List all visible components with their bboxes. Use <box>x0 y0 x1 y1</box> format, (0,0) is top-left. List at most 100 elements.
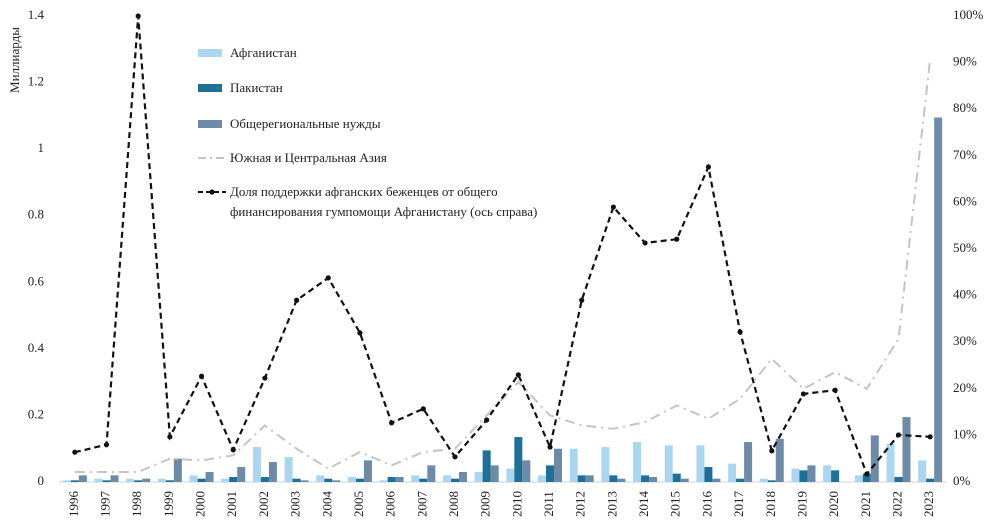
y2-tick-label: 50% <box>953 240 977 255</box>
bar <box>728 463 737 482</box>
bar <box>514 437 523 482</box>
bar <box>252 447 261 482</box>
bar <box>316 475 325 482</box>
x-tick-label: 2011 <box>541 491 556 517</box>
bar <box>229 477 238 482</box>
bar <box>197 478 206 482</box>
y2-tick-label: 90% <box>953 54 977 69</box>
line-marker <box>103 442 110 448</box>
x-tick-label: 1999 <box>161 491 176 517</box>
bar <box>522 460 531 482</box>
x-tick-label: 2014 <box>636 491 651 518</box>
line-marker <box>547 444 553 450</box>
x-tick-label: 2002 <box>256 491 271 517</box>
bar <box>704 467 713 482</box>
bar <box>926 478 935 482</box>
line-marker <box>72 449 78 455</box>
y-tick-label: 1.2 <box>28 74 44 89</box>
line-marker <box>230 447 236 453</box>
x-tick-label: 2005 <box>351 491 366 517</box>
x-tick-label: 2012 <box>573 491 588 517</box>
y-tick-label: 1.4 <box>28 7 45 22</box>
line-marker <box>800 391 807 397</box>
line-marker <box>198 373 205 379</box>
bar <box>363 460 372 482</box>
bar <box>173 458 182 482</box>
x-tick-label: 2015 <box>668 491 683 517</box>
bar <box>854 475 863 482</box>
line-marker <box>420 406 426 412</box>
x-tick-label: 2018 <box>763 491 778 517</box>
x-tick-label: 2020 <box>826 491 841 517</box>
bar <box>696 445 705 482</box>
bar <box>379 480 388 482</box>
line-marker <box>864 471 870 477</box>
bar <box>886 443 895 482</box>
line-marker <box>262 375 268 381</box>
y-tick-label: 0.6 <box>28 273 45 288</box>
line-marker <box>515 372 521 378</box>
legend-label: Общерегиональные нужды <box>230 116 381 131</box>
bar <box>347 477 356 482</box>
line-marker <box>484 417 490 423</box>
bar <box>641 475 650 482</box>
bar <box>300 480 309 482</box>
x-tick-label: 2007 <box>414 491 429 518</box>
x-tick-label: 2008 <box>446 491 461 517</box>
bar <box>791 468 800 482</box>
line-marker <box>610 204 616 210</box>
bar <box>585 475 594 482</box>
y2-tick-label: 0% <box>953 473 971 488</box>
y2-tick-label: 10% <box>953 426 977 441</box>
y2-tick-label: 80% <box>953 100 977 115</box>
bar <box>78 475 87 482</box>
bar <box>260 477 269 482</box>
bar <box>411 475 420 482</box>
x-tick-label: 2022 <box>889 491 904 517</box>
bar <box>831 470 840 482</box>
bar <box>142 478 151 482</box>
y-tick-label: 0.2 <box>28 406 44 421</box>
bar <box>110 475 119 482</box>
bar <box>744 442 753 482</box>
line-marker <box>325 275 331 281</box>
bar <box>134 480 143 482</box>
x-tick-label: 1998 <box>129 491 144 517</box>
bar <box>759 478 768 482</box>
line-marker <box>895 432 902 438</box>
y-tick-label: 0 <box>38 473 45 488</box>
bar <box>62 480 71 482</box>
x-tick-label: 1996 <box>66 491 81 518</box>
bar <box>474 472 483 482</box>
line-marker <box>357 330 363 336</box>
bar <box>157 478 166 482</box>
x-tick-label: 2003 <box>288 491 303 517</box>
line-marker <box>832 387 838 393</box>
legend-label: Доля поддержки афганских беженцев от общ… <box>230 184 538 219</box>
line-marker <box>135 13 141 19</box>
legend-swatch <box>198 49 222 57</box>
x-tick-label: 1997 <box>98 491 113 518</box>
x-tick-label: 2006 <box>383 491 398 518</box>
line-marker <box>642 240 648 246</box>
x-tick-label: 2023 <box>921 491 936 517</box>
bar <box>324 478 333 482</box>
legend-swatch <box>198 84 222 92</box>
bar <box>569 448 578 482</box>
bar <box>775 438 784 482</box>
legend-label: Афганистан <box>230 45 297 60</box>
bar <box>712 478 721 482</box>
line-series <box>74 15 931 477</box>
bar <box>165 480 174 482</box>
legend-swatch <box>198 120 222 128</box>
bar <box>355 478 364 482</box>
bar <box>664 445 673 482</box>
y2-tick-label: 30% <box>953 333 977 348</box>
line-marker <box>769 448 775 454</box>
bar <box>427 465 436 482</box>
bar <box>672 473 681 482</box>
bar <box>918 460 927 482</box>
bar <box>546 465 555 482</box>
legend-marker <box>209 189 215 195</box>
